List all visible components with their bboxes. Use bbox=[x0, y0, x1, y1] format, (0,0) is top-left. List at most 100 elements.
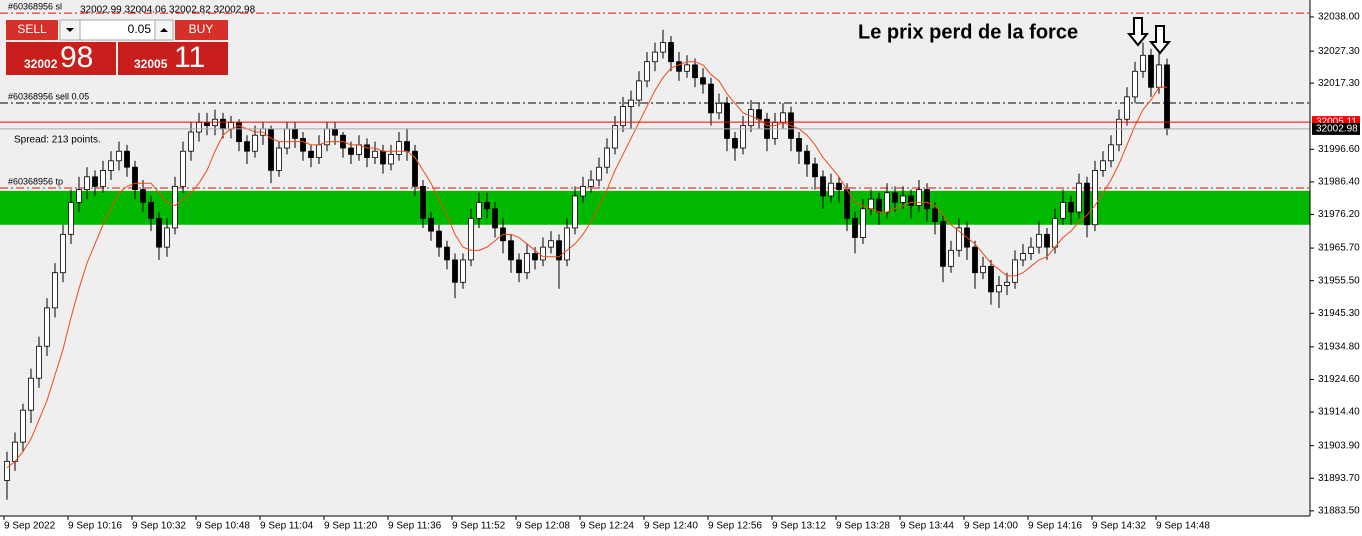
ask-pips: 11 bbox=[174, 41, 205, 74]
candle-body bbox=[148, 201, 154, 219]
candle-body bbox=[844, 189, 850, 219]
candle-body bbox=[860, 208, 866, 238]
bid-pips: 98 bbox=[60, 41, 93, 74]
y-tick-label: 31903.90 bbox=[1318, 440, 1360, 451]
candle-body bbox=[1028, 246, 1034, 254]
y-tick-label: 31924.60 bbox=[1318, 374, 1360, 385]
candle-body bbox=[124, 150, 130, 168]
candle-body bbox=[156, 217, 162, 248]
y-tick-label: 31893.70 bbox=[1318, 473, 1360, 484]
x-tick-label: 9 Sep 2022 bbox=[4, 521, 56, 532]
y-tick-label: 31965.70 bbox=[1318, 243, 1360, 254]
sell-button[interactable] bbox=[6, 20, 58, 40]
candle-body bbox=[204, 122, 210, 127]
candle-body bbox=[92, 176, 98, 187]
candle-body bbox=[804, 150, 810, 165]
candle-body bbox=[428, 217, 434, 232]
candle-body bbox=[252, 134, 258, 152]
x-tick-label: 9 Sep 12:56 bbox=[708, 521, 762, 532]
candle-body bbox=[564, 227, 570, 261]
plot: #60368956 sl #60368956 sell 0.05 #60368956… bbox=[0, 1, 1310, 500]
candle-body bbox=[628, 99, 634, 107]
candle-body bbox=[684, 64, 690, 72]
buy-button[interactable] bbox=[175, 20, 228, 40]
candle-body bbox=[612, 125, 618, 149]
candle-body bbox=[364, 144, 370, 159]
x-tick-label: 9 Sep 14:32 bbox=[1092, 521, 1146, 532]
candle-body bbox=[700, 77, 706, 85]
lot-value: 0.05 bbox=[128, 22, 152, 36]
candle-body bbox=[996, 285, 1002, 293]
candle-body bbox=[692, 64, 698, 79]
y-tick-label: 32027.30 bbox=[1318, 46, 1360, 57]
ask-box[interactable] bbox=[118, 42, 228, 75]
candle-body bbox=[436, 230, 442, 248]
candle-body bbox=[20, 409, 26, 443]
candle-body bbox=[468, 217, 474, 261]
candle-body bbox=[1148, 54, 1154, 88]
candle-body bbox=[84, 176, 90, 190]
candle-body bbox=[836, 182, 842, 190]
candle-body bbox=[300, 138, 306, 152]
y-tick-label: 31976.20 bbox=[1318, 209, 1360, 220]
candle-body bbox=[924, 189, 930, 210]
candle-body bbox=[308, 150, 314, 159]
candle-body bbox=[716, 102, 722, 114]
candle-body bbox=[180, 150, 186, 187]
candle-body bbox=[412, 150, 418, 187]
support-zone bbox=[0, 190, 1310, 225]
candle-body bbox=[588, 179, 594, 187]
candle-body bbox=[4, 460, 10, 481]
candle-body bbox=[244, 141, 250, 152]
ask-label: 32005.11 bbox=[1316, 117, 1357, 128]
candle-body bbox=[36, 345, 42, 379]
candle-body bbox=[948, 249, 954, 267]
candle-body bbox=[676, 61, 682, 72]
candle-body bbox=[460, 259, 466, 283]
candle-body bbox=[1156, 64, 1162, 88]
candle-body bbox=[988, 265, 994, 293]
candle-body bbox=[76, 189, 82, 203]
candle-body bbox=[972, 246, 978, 274]
x-tick-label: 9 Sep 14:48 bbox=[1156, 521, 1210, 532]
candle-body bbox=[372, 150, 378, 159]
candle-body bbox=[356, 144, 362, 155]
candle-body bbox=[796, 138, 802, 152]
annotation: Le prix perd de la force bbox=[858, 21, 1078, 43]
candle-body bbox=[1116, 118, 1122, 146]
candle-body bbox=[1132, 70, 1138, 98]
candle-body bbox=[476, 201, 482, 219]
candle-body bbox=[572, 195, 578, 229]
candle-body bbox=[316, 144, 322, 159]
candle-body bbox=[276, 147, 282, 171]
ask-main: 32005 bbox=[134, 57, 168, 71]
candle-body bbox=[540, 246, 546, 261]
candle-body bbox=[956, 227, 962, 251]
candle-body bbox=[1124, 96, 1130, 120]
candle-body bbox=[620, 106, 626, 127]
candle-body bbox=[916, 189, 922, 206]
bid-label-box bbox=[1312, 122, 1360, 135]
candle-body bbox=[420, 185, 426, 219]
order-label: #60368956 sell 0.05 bbox=[8, 91, 89, 101]
bid-box[interactable] bbox=[6, 42, 116, 75]
order-label: #60368956 tp bbox=[8, 176, 63, 186]
y-tick-label: 31955.50 bbox=[1318, 275, 1360, 286]
candle-body bbox=[1036, 233, 1042, 248]
x-tick-label: 9 Sep 11:20 bbox=[324, 521, 378, 532]
candle-body bbox=[756, 109, 762, 120]
x-tick-label: 9 Sep 10:48 bbox=[196, 521, 250, 532]
candle-body bbox=[116, 150, 122, 162]
y-tick-label: 32017.30 bbox=[1318, 78, 1360, 89]
spread-label: Spread: 213 points. bbox=[14, 135, 101, 146]
candle-body bbox=[404, 141, 410, 152]
candle-body bbox=[556, 240, 562, 261]
candle-body bbox=[900, 195, 906, 203]
x-tick-label: 9 Sep 10:32 bbox=[132, 521, 186, 532]
x-tick-label: 9 Sep 12:24 bbox=[580, 521, 634, 532]
candle-body bbox=[644, 61, 650, 82]
candle-body bbox=[548, 240, 554, 248]
candle-body bbox=[660, 42, 666, 53]
candle-body bbox=[380, 150, 386, 165]
